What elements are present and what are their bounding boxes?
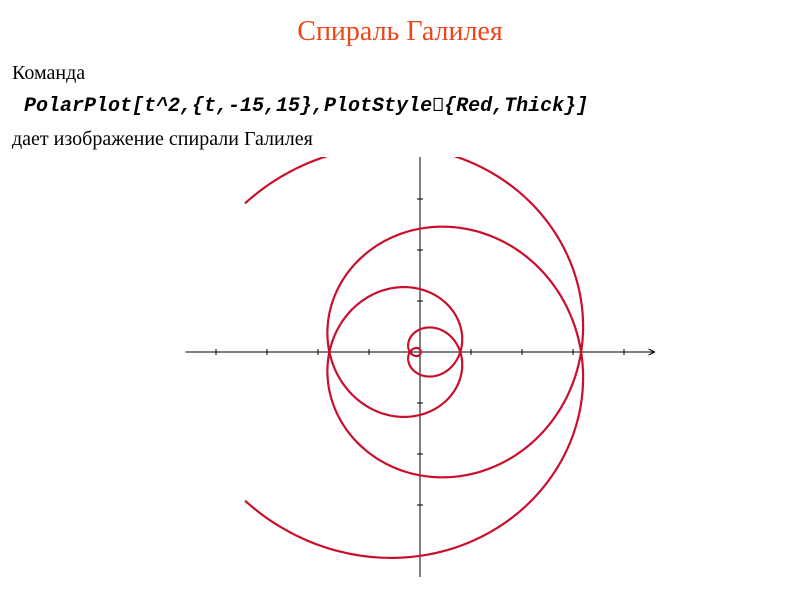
galileo-spiral-chart bbox=[140, 157, 660, 577]
code-line: PolarPlot[t^2,{t,-15,15},PlotStyle{Red,… bbox=[0, 95, 800, 118]
intro-line: Команда bbox=[0, 62, 800, 85]
chart-container bbox=[0, 157, 800, 582]
caption-line: дает изображение спирали Галилея bbox=[0, 128, 800, 151]
page-title: Спираль Галилея bbox=[0, 0, 800, 56]
